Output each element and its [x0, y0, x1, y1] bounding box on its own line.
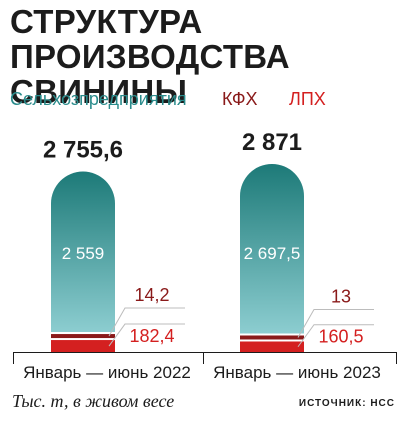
- unit-label: Тыс. т, в живом весе: [12, 391, 175, 411]
- data-label-agricultural-enterprises-2: 2 697,5: [244, 244, 301, 263]
- data-label-agricultural-enterprises-1: 2 559: [62, 244, 105, 263]
- leader-line-households-2: [297, 324, 374, 348]
- legend-item-households: ЛПХ: [289, 89, 326, 109]
- legend-item-farms: КФХ: [222, 89, 258, 109]
- data-label-households-2: 160,5: [318, 327, 363, 347]
- total-label-2: 2 871: [242, 129, 302, 156]
- legend: Сельхозпредприятия КФХ ЛПХ: [10, 88, 405, 114]
- legend-item-agricultural-enterprises: Сельхозпредприятия: [10, 89, 187, 109]
- bar-segment-agricultural-enterprises-1: [51, 171, 115, 333]
- chart-title-line-2: ПРОИЗВОДСТВА СВИНИНЫ: [10, 38, 290, 110]
- total-label-1: 2 755,6: [43, 137, 123, 164]
- bar-segment-farms-1: [51, 334, 115, 339]
- data-label-farms-2: 13: [331, 286, 351, 306]
- category-label-1: Январь — июнь 2022: [23, 363, 191, 382]
- bar-segment-agricultural-enterprises-2: [240, 164, 304, 334]
- bar-segment-farms-2: [240, 335, 304, 340]
- source-label: ИСТОЧНИК: НСС: [298, 398, 395, 409]
- leader-line-households-1: [108, 323, 185, 347]
- category-label-2: Январь — июнь 2023: [213, 363, 381, 382]
- leader-line-farms-1: [108, 307, 185, 337]
- bar-segment-households-2: [240, 341, 304, 352]
- chart-title-line-1: СТРУКТУРА: [10, 3, 203, 40]
- data-label-farms-1: 14,2: [134, 285, 169, 305]
- data-label-households-1: 182,4: [129, 326, 174, 346]
- leader-line-farms-2: [297, 308, 374, 338]
- chart-title: СТРУКТУРА ПРОИЗВОДСТВА СВИНИНЫ: [10, 4, 409, 109]
- bar-segment-households-1: [51, 340, 115, 352]
